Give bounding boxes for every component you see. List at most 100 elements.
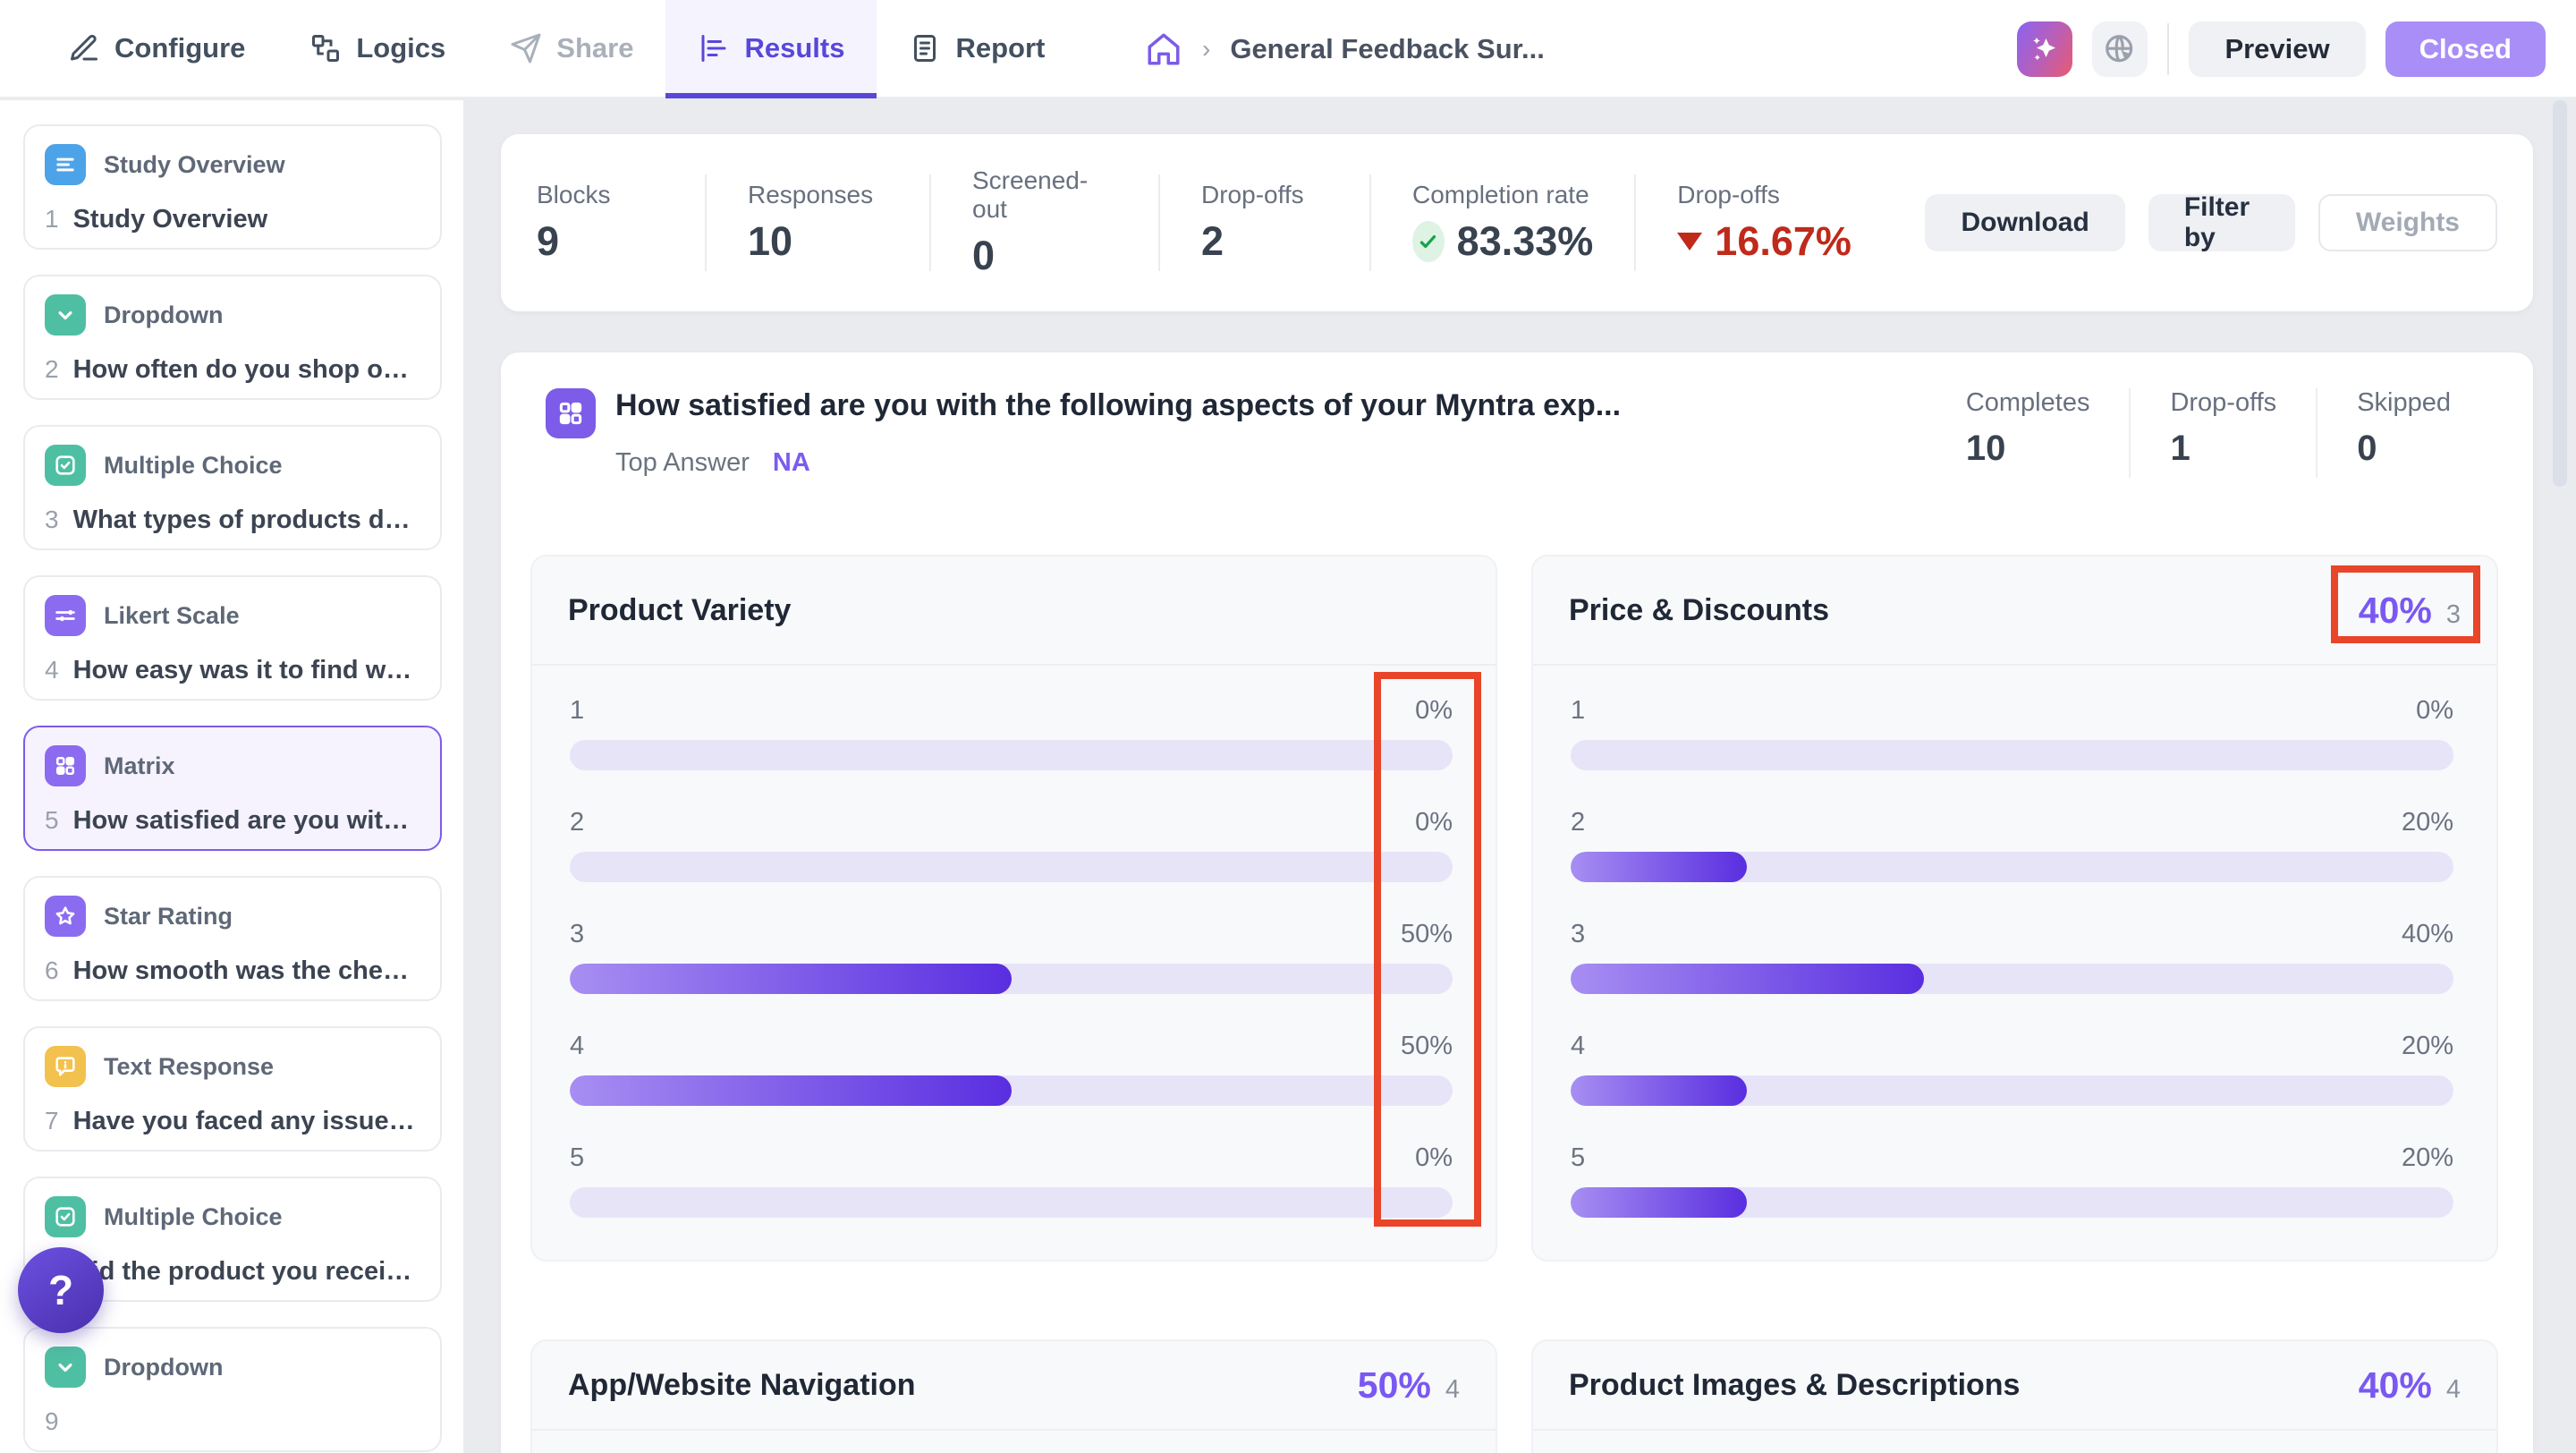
headline-percent: 50%	[1358, 1364, 1431, 1406]
chat-bubble-icon	[45, 1046, 86, 1087]
chart-product-images-descriptions: Product Images & Descriptions 40% 4 1	[1531, 1339, 2498, 1453]
tab-share-label: Share	[556, 32, 633, 64]
matrix-question-icon	[546, 388, 596, 438]
stats-toolbar: Download Filter by Weights	[1925, 194, 2497, 251]
top-actions: Preview Closed	[2017, 0, 2546, 98]
preview-button[interactable]: Preview	[2189, 21, 2365, 77]
green-check-icon	[1412, 221, 1445, 262]
results-main-area: Blocks 9 Responses 10 Screened-out 0 Dro…	[465, 100, 2576, 1453]
bar-label: 2	[1571, 808, 1585, 837]
item-type-label: Dropdown	[104, 1354, 223, 1381]
tab-report-label: Report	[955, 32, 1045, 64]
chevron-down-icon	[45, 294, 86, 336]
headline-count: 4	[1445, 1375, 1460, 1405]
bar-fill	[1571, 1187, 1747, 1218]
sidebar-item-multiple-choice-3[interactable]: Multiple Choice 3What types of products …	[23, 425, 442, 550]
bar-row: 20%	[570, 808, 1453, 882]
stat-screened-out: Screened-out 0	[972, 174, 1160, 271]
item-question: Have you faced any issues w...	[73, 1107, 420, 1136]
stat-value: 10	[748, 218, 888, 265]
sidebar-item-likert-scale-4[interactable]: Likert Scale 4How easy was it to find wh…	[23, 575, 442, 701]
item-question: Study Overview	[73, 205, 268, 234]
headline-percent: 40%	[2359, 1364, 2432, 1406]
ai-assistant-button[interactable]	[2017, 21, 2072, 77]
main-tabs: Configure Logics Share Results Report	[0, 0, 1077, 97]
stat-value: 2	[1201, 218, 1328, 265]
bar-row: 10%	[1571, 696, 2453, 770]
question-stats: Completes 10 Drop-offs 1 Skipped 0	[1927, 388, 2490, 478]
item-question: How smooth was the checko...	[73, 956, 420, 986]
star-icon	[45, 896, 86, 937]
bar-track	[1571, 740, 2453, 770]
question-mark-icon: ?	[48, 1266, 73, 1314]
tab-share[interactable]: Share	[478, 0, 665, 97]
stat-blocks: Blocks 9	[537, 174, 707, 271]
stat-value: 10	[1966, 429, 2090, 469]
tab-logics[interactable]: Logics	[277, 0, 478, 97]
tab-configure[interactable]: Configure	[36, 0, 277, 97]
tab-results[interactable]: Results	[665, 0, 877, 97]
globe-icon	[2103, 32, 2137, 66]
document-icon	[909, 32, 941, 64]
bar-percent: 20%	[2402, 808, 2453, 837]
breadcrumb-title[interactable]: General Feedback Sur...	[1230, 33, 1545, 65]
item-number: 6	[45, 956, 59, 985]
sidebar-item-dropdown-9[interactable]: Dropdown 9	[23, 1327, 442, 1452]
stat-question-drop-offs: Drop-offs 1	[2129, 388, 2316, 478]
top-navigation-bar: Configure Logics Share Results Report ›	[0, 0, 2576, 98]
checkbox-icon	[45, 1196, 86, 1237]
help-button[interactable]: ?	[18, 1247, 104, 1333]
chart-headline: 50% 4	[1358, 1364, 1460, 1406]
bar-label: 3	[1571, 920, 1585, 949]
bar-percent: 0%	[1415, 808, 1453, 837]
headline-percent: 40%	[2359, 590, 2432, 632]
chart-headline: 40% 3	[2359, 590, 2461, 632]
filter-by-button[interactable]: Filter by	[2148, 194, 2295, 251]
stat-label: Drop-offs	[1201, 181, 1328, 209]
sidebar-item-text-response-7[interactable]: Text Response 7Have you faced any issues…	[23, 1026, 442, 1151]
weights-button[interactable]: Weights	[2318, 194, 2497, 251]
breadcrumb-separator: ›	[1202, 35, 1210, 64]
actions-divider	[2167, 23, 2169, 75]
bar-fill	[570, 1075, 1012, 1106]
bar-label: 1	[570, 696, 584, 726]
bar-percent: 50%	[1401, 920, 1453, 949]
sidebar-item-star-rating-6[interactable]: Star Rating 6 How smooth was the checko..…	[23, 876, 442, 1001]
bar-fill	[1571, 852, 1747, 882]
stat-value: 9	[537, 218, 664, 265]
survey-results-screen: Configure Logics Share Results Report ›	[0, 0, 2576, 1453]
chart-price-discounts: Price & Discounts 40% 3 10% 220%	[1531, 555, 2498, 1262]
headline-count: 3	[2446, 600, 2461, 630]
status-button[interactable]: Closed	[2385, 21, 2546, 77]
red-triangle-down-icon	[1677, 233, 1702, 251]
download-button[interactable]: Download	[1925, 194, 2124, 251]
tab-report[interactable]: Report	[877, 0, 1077, 97]
chevron-down-icon	[45, 1347, 86, 1388]
bar-row: 50%	[570, 1143, 1453, 1218]
item-number: 9	[45, 1407, 59, 1436]
home-icon[interactable]	[1145, 30, 1182, 68]
sidebar-item-dropdown-2[interactable]: Dropdown 2How often do you shop on M...	[23, 275, 442, 400]
bar-row: 520%	[1571, 1143, 2453, 1218]
item-question: How satisfied are you with th...	[73, 806, 420, 836]
stat-completion-rate: Completion rate 83.33%	[1412, 174, 1636, 271]
bar-row: 350%	[570, 920, 1453, 994]
stat-label: Skipped	[2357, 388, 2451, 418]
bar-label: 5	[570, 1143, 584, 1173]
sidebar-item-study-overview[interactable]: Study Overview 1Study Overview	[23, 124, 442, 250]
publish-button[interactable]	[2092, 21, 2148, 77]
scrollbar-thumb[interactable]	[2553, 100, 2567, 487]
stat-responses: Responses 10	[748, 174, 931, 271]
item-type-label: Study Overview	[104, 151, 285, 179]
item-question: How easy was it to find what ...	[73, 656, 420, 685]
bar-fill	[570, 964, 1012, 994]
bar-label: 1	[1571, 696, 1585, 726]
list-icon	[45, 144, 86, 185]
sidebar-item-matrix-5[interactable]: Matrix 5How satisfied are you with th...	[23, 726, 442, 851]
top-answer-label: Top Answer	[615, 448, 750, 478]
chart-title: App/Website Navigation	[568, 1368, 916, 1403]
stat-label: Drop-offs	[1677, 181, 1843, 209]
question-title: How satisfied are you with the following…	[615, 388, 1621, 423]
item-type-label: Star Rating	[104, 903, 233, 930]
bar-percent: 50%	[1401, 1032, 1453, 1061]
